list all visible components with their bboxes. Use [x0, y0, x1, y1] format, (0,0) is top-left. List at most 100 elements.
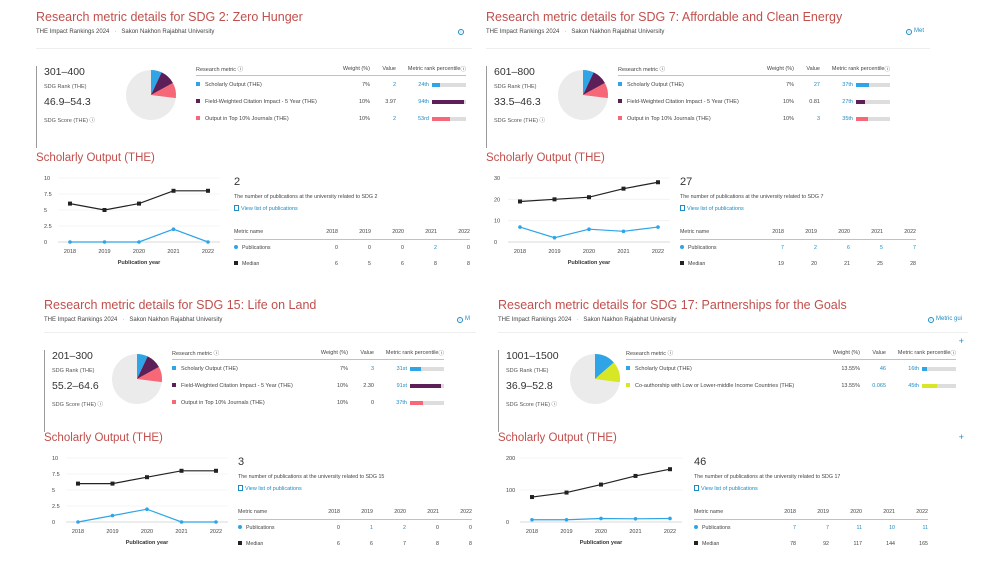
view-publications-link[interactable]: View list of publications [238, 485, 302, 492]
info-icon[interactable]: ⓘ [438, 350, 444, 357]
publications-cell[interactable]: 2 [403, 525, 406, 531]
percentile-link[interactable]: 35th [842, 115, 853, 122]
divider [44, 332, 476, 333]
percentile-link[interactable]: 94th [418, 98, 429, 105]
yearly-metrics-table: Metric name 2018 2019 2020 2021 2022 Publicati… [238, 504, 472, 552]
sdg-rank-value: 201–300 [52, 350, 93, 362]
pie-slice [583, 70, 594, 95]
percentile-link[interactable]: 91st [396, 382, 407, 389]
y-tick-label: 30 [494, 176, 500, 182]
legend-swatch [172, 399, 176, 404]
publications-cell[interactable]: 11 [856, 525, 863, 531]
metric-guide-link[interactable]: i [458, 28, 466, 35]
metric-value[interactable]: 27 [813, 81, 820, 88]
metric-value[interactable]: 3 [370, 365, 374, 372]
y-tick-label: 20 [494, 197, 500, 203]
view-publications-link[interactable]: View list of publications [694, 485, 758, 492]
metric-guide-link[interactable]: i Metric gui [927, 316, 962, 323]
x-tick-label: 2022 [210, 529, 222, 535]
y-tick-label: 0 [506, 520, 509, 526]
info-icon[interactable]: ⓘ [88, 118, 96, 124]
metric-value[interactable]: 2 [392, 81, 396, 88]
info-icon[interactable]: ⓘ [550, 402, 558, 408]
info-icon[interactable]: ⓘ [212, 350, 220, 357]
info-icon[interactable]: ⓘ [884, 66, 890, 73]
y-tick-label: 2.5 [52, 504, 60, 510]
expand-plus-icon[interactable]: + [958, 336, 964, 346]
metric-value[interactable]: 2 [392, 115, 396, 122]
publications-cell[interactable]: 7 [781, 245, 784, 251]
metric-value[interactable]: 0.065 [872, 382, 886, 389]
sdg-panel: Research metric details for SDG 7: Affor… [486, 0, 930, 282]
view-publications-link[interactable]: View list of publications [234, 205, 298, 212]
percentile-link[interactable]: 37th [396, 399, 407, 406]
pie-slice [583, 72, 605, 95]
publications-cell[interactable]: 5 [880, 245, 883, 251]
median-cell: 5 [368, 261, 371, 267]
publications-point [102, 240, 107, 244]
metric-name-cell: Scholarly Output (THE) [196, 81, 340, 88]
percentile-link[interactable]: 16th [908, 365, 919, 372]
percentile-link[interactable]: 37th [842, 81, 853, 88]
median-cell: 6 [370, 541, 373, 547]
metric-row: Scholarly Output (THE) 7% 2 24th [196, 76, 466, 93]
publication-total: 27 [680, 176, 693, 188]
median-row: Median 19 20 21 25 28 [680, 256, 916, 272]
panel-subtitle: THE Impact Rankings 2024 · Sakon Nakhon Ra… [36, 29, 472, 35]
publications-cell[interactable]: 7 [793, 525, 796, 531]
publications-cell[interactable]: 2 [434, 245, 437, 251]
publications-cell[interactable]: 2 [814, 245, 817, 251]
sdg-rank-label: SDG Rank (THE) [494, 84, 537, 90]
metric-value[interactable]: 46 [879, 365, 886, 372]
percentile-link[interactable]: 24th [418, 81, 429, 88]
publications-cell[interactable]: 7 [913, 245, 916, 251]
view-publications-link[interactable]: View list of publications [680, 205, 744, 212]
percentile-link[interactable]: 45th [908, 382, 919, 389]
metric-value[interactable]: 3 [816, 115, 820, 122]
percentile-link[interactable]: 53rd [417, 115, 429, 122]
info-icon[interactable]: ⓘ [666, 350, 674, 357]
publications-point [564, 517, 569, 522]
publications-cell[interactable]: 1 [370, 525, 373, 531]
percentile-link[interactable]: 27th [842, 98, 853, 105]
publications-cell[interactable]: 11 [922, 525, 929, 531]
panel-title: Research metric details for SDG 2: Zero … [36, 10, 303, 24]
metric-name-cell: Co-authorship with Low or Lower-middle I… [626, 382, 816, 389]
publications-cell[interactable]: 6 [847, 245, 850, 251]
sdg-score-label: SDG Score (THE) [52, 402, 97, 408]
median-cell: 20 [811, 261, 817, 267]
expand-plus-icon[interactable]: + [958, 432, 964, 442]
info-icon[interactable]: ⓘ [538, 118, 546, 124]
publications-point [110, 513, 115, 518]
publications-cell[interactable]: 10 [889, 525, 895, 531]
info-icon[interactable]: ⓘ [96, 402, 104, 408]
percentile-link[interactable]: 31st [396, 365, 407, 372]
header-label: Metric rank percentile [897, 349, 951, 356]
metric-row: Co-authorship with Low or Lower-middle I… [626, 377, 956, 394]
info-icon[interactable]: ⓘ [236, 66, 244, 73]
x-tick-label: 2019 [98, 249, 110, 255]
sdg-panel: Research metric details for SDG 15: Life… [44, 288, 476, 562]
metric-guide-link[interactable]: i Met [905, 28, 924, 35]
metric-weight: 10% [782, 98, 794, 105]
info-icon[interactable]: ⓘ [460, 66, 466, 73]
y-tick-label: 5 [44, 208, 47, 214]
metric-percentile: 24th [396, 82, 466, 88]
yearly-metrics-table: Metric name 2018 2019 2020 2021 2022 Publicati… [234, 224, 470, 272]
metric-name: Field-Weighted Citation Impact - 5 Year … [205, 98, 317, 105]
metric-weight: 7% [786, 81, 794, 88]
publications-cell: 0 [335, 245, 338, 251]
scholarly-output-line-chart: 0 10 20 30 2018 2019 2020 2021 2022 Publication y… [494, 176, 670, 266]
legend-swatch [626, 382, 630, 387]
metric-weight: 10% [336, 382, 348, 389]
header-label: Research metric [626, 350, 667, 357]
info-icon[interactable]: ⓘ [658, 66, 666, 73]
median-cell: 25 [877, 261, 883, 267]
sdg-panel: Research metric details for SDG 17: Part… [498, 288, 968, 562]
info-icon[interactable]: ⓘ [950, 350, 956, 357]
table-header: Research metric ⓘ Weight (%) Value Metric r… [172, 346, 444, 360]
publication-total: 3 [238, 456, 245, 468]
pie-slice [137, 356, 159, 379]
publications-cell[interactable]: 7 [826, 525, 829, 531]
